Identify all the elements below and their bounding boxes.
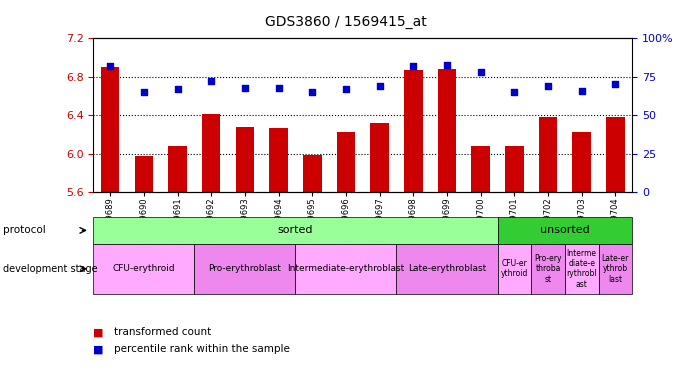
Bar: [471, 146, 490, 192]
Bar: [135, 157, 153, 192]
Bar: [572, 132, 591, 192]
Text: ■: ■: [93, 327, 104, 337]
Bar: [539, 117, 558, 192]
Point: [172, 86, 183, 92]
Point: [239, 84, 250, 91]
Bar: [437, 69, 456, 192]
Bar: [168, 146, 187, 192]
Text: sorted: sorted: [278, 225, 313, 235]
Point: [576, 88, 587, 94]
Text: development stage: development stage: [3, 264, 98, 274]
Text: GDS3860 / 1569415_at: GDS3860 / 1569415_at: [265, 15, 426, 29]
Point: [206, 78, 217, 84]
Bar: [101, 67, 120, 192]
Text: CFU-er
ythroid: CFU-er ythroid: [501, 259, 528, 278]
Bar: [202, 114, 220, 192]
Text: transformed count: transformed count: [114, 327, 211, 337]
Point: [542, 83, 553, 89]
Bar: [337, 132, 355, 192]
Point: [273, 84, 284, 91]
Bar: [303, 154, 321, 192]
Text: Interme
diate-e
rythrobl
ast: Interme diate-e rythrobl ast: [567, 249, 597, 289]
Bar: [370, 123, 389, 192]
Point: [307, 89, 318, 95]
Point: [442, 61, 453, 68]
Bar: [269, 127, 288, 192]
Bar: [404, 70, 423, 192]
Text: CFU-erythroid: CFU-erythroid: [113, 264, 175, 273]
Text: Pro-ery
throba
st: Pro-ery throba st: [534, 254, 562, 284]
Point: [374, 83, 385, 89]
Point: [509, 89, 520, 95]
Text: unsorted: unsorted: [540, 225, 589, 235]
Point: [104, 63, 115, 69]
Text: percentile rank within the sample: percentile rank within the sample: [114, 344, 290, 354]
Point: [138, 89, 149, 95]
Point: [408, 63, 419, 69]
Text: Pro-erythroblast: Pro-erythroblast: [209, 264, 281, 273]
Point: [341, 86, 352, 92]
Bar: [236, 127, 254, 192]
Bar: [606, 117, 625, 192]
Text: Late-er
ythrob
last: Late-er ythrob last: [602, 254, 629, 284]
Text: protocol: protocol: [3, 225, 46, 235]
Point: [610, 81, 621, 88]
Text: ■: ■: [93, 344, 104, 354]
Text: Late-erythroblast: Late-erythroblast: [408, 264, 486, 273]
Text: Intermediate-erythroblast: Intermediate-erythroblast: [287, 264, 404, 273]
Point: [475, 69, 486, 75]
Bar: [505, 146, 524, 192]
